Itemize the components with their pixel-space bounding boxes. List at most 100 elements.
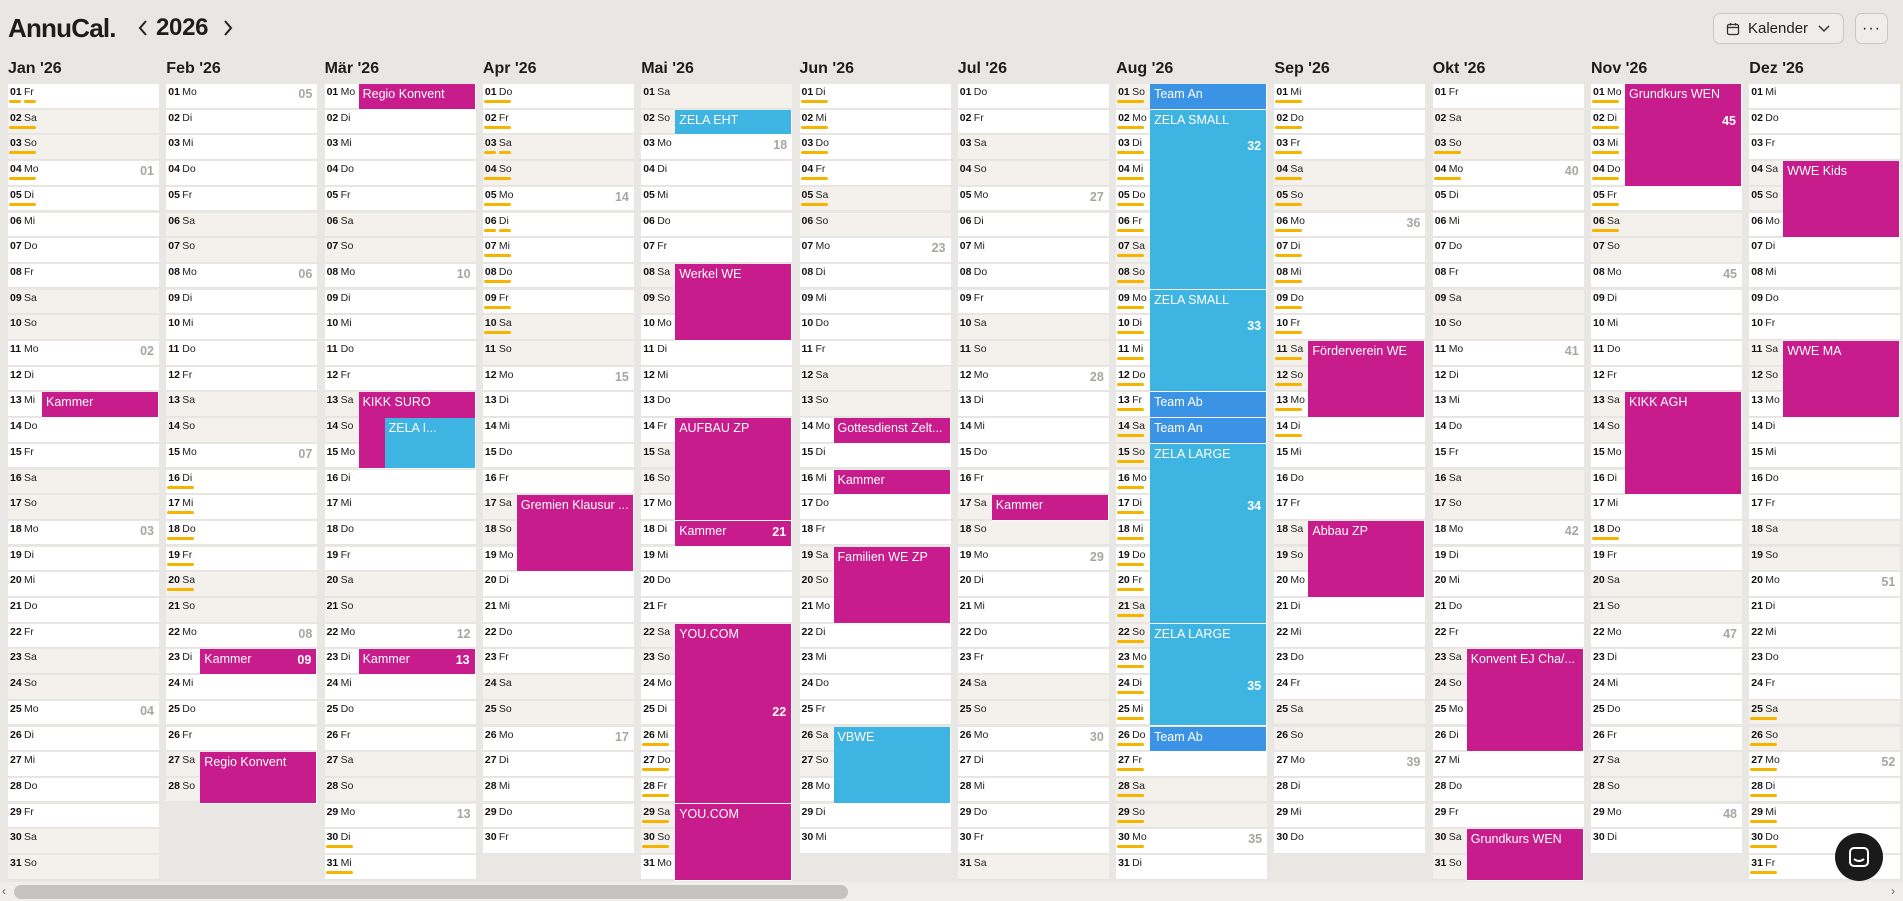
day-cell[interactable]: 01 Sa [641,84,793,109]
day-cell[interactable]: 29 Mi [1274,803,1426,829]
day-cell[interactable]: 22 Fr [1432,623,1584,649]
calendar-event[interactable]: Kammer 21 [675,520,793,547]
day-cell[interactable]: 16 Fr [482,469,634,494]
day-cell[interactable]: 22 Do [482,623,634,649]
calendar-event[interactable]: Regio Konvent [358,84,476,110]
day-cell[interactable]: 22 Mi [1274,623,1426,649]
day-cell[interactable]: 16 Di [166,469,318,494]
day-cell[interactable]: 05 So [1274,186,1426,212]
day-cell[interactable]: 17 So [1432,495,1584,520]
day-cell[interactable]: 08 Mi [1274,263,1426,289]
day-cell[interactable]: 06 Sa [166,212,318,237]
day-cell[interactable]: 10 Sa [957,315,1109,340]
day-cell[interactable]: 17 So [8,495,159,520]
calendar-event[interactable]: Regio Konvent [200,752,318,804]
day-cell[interactable]: 05 Sa [799,186,951,212]
day-cell[interactable]: 21 Fr [641,598,793,623]
day-cell[interactable]: 03 Do [799,135,951,160]
day-cell[interactable]: 28 Sa [1116,777,1268,803]
day-cell[interactable]: 16 Do [1274,469,1426,494]
day-cell[interactable]: 10 Fr [1274,315,1426,340]
day-cell[interactable]: 16 Do [1749,469,1901,494]
day-cell[interactable]: 05 Fr [1591,186,1742,212]
day-cell[interactable]: 24 Mi [1591,675,1742,700]
day-cell[interactable]: 28 Mi [957,777,1109,803]
day-cell[interactable]: 10 Sa [482,315,634,340]
day-cell[interactable]: 06 Sa [1591,212,1742,237]
day-cell[interactable]: 21 Di [1274,598,1426,623]
day-cell[interactable]: 26 So [1274,726,1426,751]
day-cell[interactable]: 01 Mo 05 [166,84,318,109]
day-cell[interactable]: 07 Mi [957,238,1109,263]
day-cell[interactable]: 15 Fr [8,443,159,469]
day-cell[interactable]: 21 Mi [482,598,634,623]
day-cell[interactable]: 22 Fr [8,623,159,649]
day-cell[interactable]: 06 Mi [1432,212,1584,237]
day-cell[interactable]: 02 Fr [957,109,1109,135]
calendar-event[interactable]: Team An [1150,84,1268,110]
day-cell[interactable]: 03 Mi [324,135,476,160]
day-cell[interactable]: 20 Sa [324,572,476,597]
day-cell[interactable]: 25 Do [1591,700,1742,726]
day-cell[interactable]: 04 Di [641,161,793,186]
calendar-event[interactable]: Kammer 09 [200,649,318,676]
day-cell[interactable]: 28 Do [1432,777,1584,803]
day-cell[interactable]: 05 Mo 14 [482,186,634,212]
day-cell[interactable]: 21 So [1591,598,1742,623]
day-cell[interactable]: 04 So [482,161,634,186]
day-cell[interactable]: 02 Mi [799,109,951,135]
day-cell[interactable]: 01 Mi [1274,84,1426,109]
calendar-event[interactable]: Team Ab [1150,726,1268,753]
day-cell[interactable]: 29 Fr [8,803,159,829]
day-cell[interactable]: 19 Di [8,546,159,572]
day-cell[interactable]: 24 Fr [1274,675,1426,700]
day-cell[interactable]: 13 Sa [166,392,318,417]
day-cell[interactable]: 05 Mi [641,186,793,212]
day-cell[interactable]: 14 Di [1274,418,1426,443]
day-cell[interactable]: 08 Mo 10 [324,263,476,289]
calendar-event[interactable]: Kammer [42,392,159,419]
day-cell[interactable]: 17 Mi [1591,495,1742,520]
day-cell[interactable]: 08 Fr [8,263,159,289]
day-cell[interactable]: 05 Fr [324,186,476,212]
day-cell[interactable]: 27 Sa [324,752,476,777]
calendar-event[interactable]: YOU.COM 22 [675,623,793,804]
day-cell[interactable]: 09 Di [324,289,476,315]
day-cell[interactable]: 15 Fr [1432,443,1584,469]
calendar-event[interactable]: ZELA LARGE 34 [1150,443,1268,624]
day-cell[interactable]: 02 Sa [1432,109,1584,135]
day-cell[interactable]: 17 Mi [324,495,476,520]
day-cell[interactable]: 19 Mi [641,546,793,572]
day-cell[interactable]: 05 Di [1432,186,1584,212]
day-cell[interactable]: 25 Sa [1749,700,1901,726]
day-cell[interactable]: 13 So [799,392,951,417]
day-cell[interactable]: 07 Di [1274,238,1426,263]
day-cell[interactable]: 24 So [8,675,159,700]
day-cell[interactable]: 04 Do [324,161,476,186]
calendar-event[interactable]: ZELA EHT [675,109,793,136]
day-cell[interactable]: 06 Di [482,212,634,237]
day-cell[interactable]: 18 Fr [799,520,951,546]
day-cell[interactable]: 16 Sa [1432,469,1584,494]
day-cell[interactable]: 06 Mo 36 [1274,212,1426,237]
chat-button[interactable] [1835,833,1883,881]
day-cell[interactable]: 26 Mo 17 [482,726,634,751]
day-cell[interactable]: 08 Fr [1432,263,1584,289]
day-cell[interactable]: 07 Di [1749,238,1901,263]
day-cell[interactable]: 14 Do [1432,418,1584,443]
day-cell[interactable]: 06 Do [641,212,793,237]
day-cell[interactable]: 09 Mi [799,289,951,315]
calendar-event[interactable]: WWE Kids [1783,161,1901,239]
day-cell[interactable]: 31 Mi [324,855,476,880]
day-cell[interactable]: 23 Mi [799,649,951,674]
day-cell[interactable]: 09 Do [1274,289,1426,315]
calendar-event[interactable]: ZELA LARGE 35 [1150,623,1268,727]
calendar-event[interactable]: Werkel WE [675,263,793,341]
day-cell[interactable]: 01 Fr [1432,84,1584,109]
day-cell[interactable]: 06 Di [957,212,1109,237]
day-cell[interactable]: 03 Sa [957,135,1109,160]
day-cell[interactable]: 27 Mo 39 [1274,752,1426,777]
day-cell[interactable]: 11 Mo 41 [1432,341,1584,366]
day-cell[interactable]: 21 Do [8,598,159,623]
day-cell[interactable]: 03 So [8,135,159,160]
